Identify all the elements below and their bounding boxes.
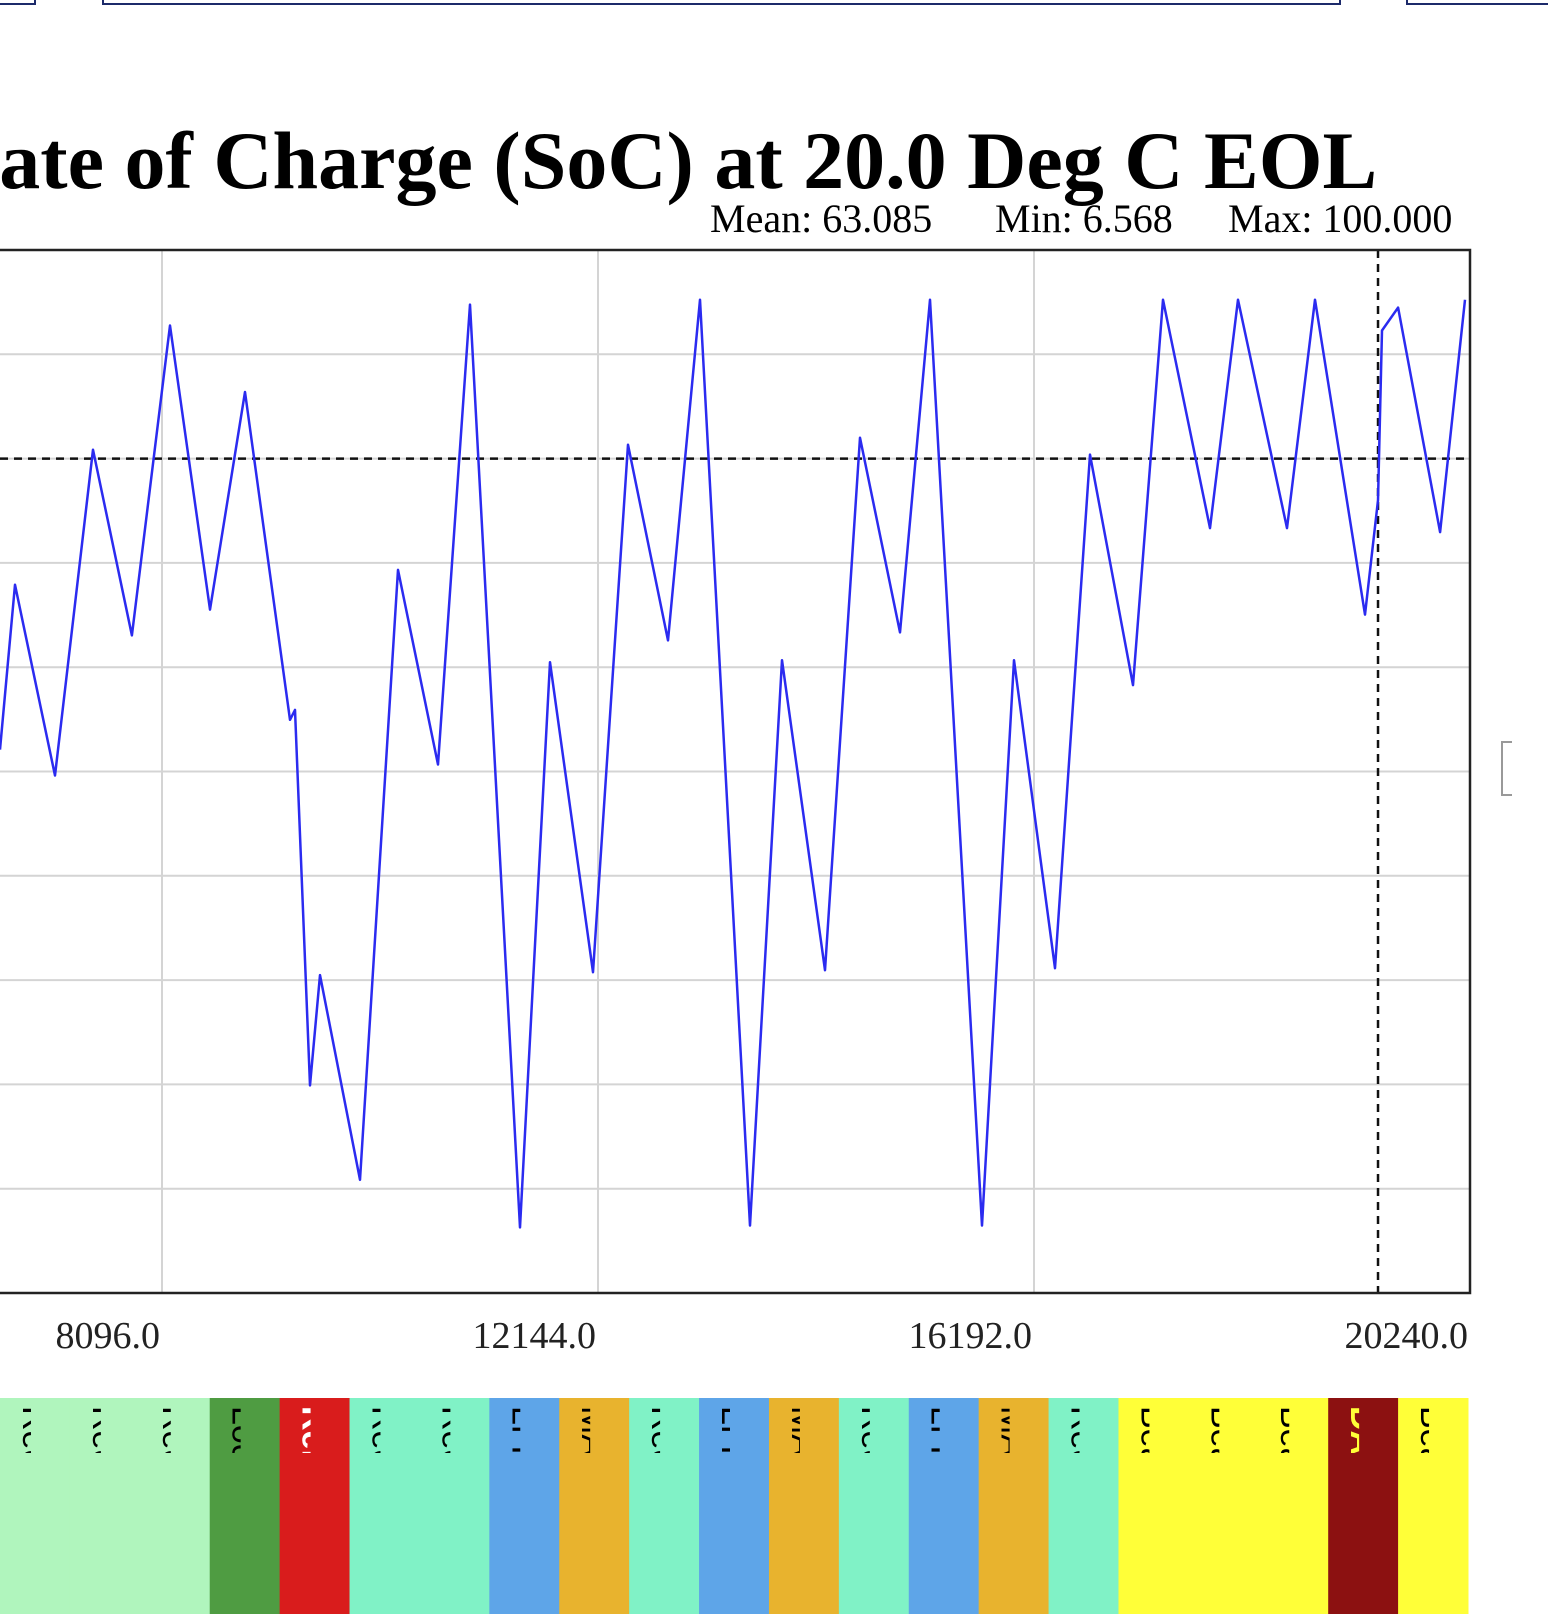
x-tick-label: 8096.0 <box>55 1315 160 1357</box>
mode-label: Relocate <box>295 1406 333 1548</box>
mode-cell <box>1048 1398 1119 1614</box>
mode-cell <box>908 1398 980 1614</box>
mode-label: Recharge <box>854 1406 892 1553</box>
top-box <box>0 0 36 5</box>
mode-label: LFR only <box>504 1406 542 1542</box>
mode-label: MARA,CAM <box>574 1406 612 1589</box>
mode-label: Beacon <box>1413 1406 1451 1521</box>
mode-cell <box>419 1398 490 1614</box>
side-handle <box>1501 741 1512 796</box>
mode-cell <box>1328 1398 1399 1614</box>
mode-cell <box>279 1398 351 1614</box>
mode-cell <box>69 1398 141 1614</box>
annotation: Mean: 63.085 <box>710 196 932 241</box>
x-axis: 8096.0 12144.0 16192.0 20240.0 <box>55 1315 1468 1357</box>
plot-frame <box>0 248 1472 1295</box>
mode-cell <box>489 1398 560 1614</box>
mode-cell <box>1118 1398 1189 1614</box>
mode-cell <box>629 1398 700 1614</box>
mode-label: DART <box>1343 1406 1381 1501</box>
mode-cell <box>0 1398 71 1614</box>
mode-cell <box>1258 1398 1329 1614</box>
mode-cell <box>978 1398 1050 1614</box>
mode-label: Localizatio <box>225 1406 263 1567</box>
mode-label: Recharge <box>15 1406 53 1553</box>
annotation: Max: 100.000 <box>1228 196 1452 241</box>
plot <box>0 250 1470 1293</box>
mode-cell <box>699 1398 770 1614</box>
mode-cell <box>559 1398 630 1614</box>
mode-label: Recharge <box>85 1406 123 1553</box>
mode-cell <box>349 1398 420 1614</box>
mode-label: MARA,CAM <box>784 1406 822 1589</box>
data-line <box>0 298 1467 1229</box>
mode-label: Beacon <box>1133 1406 1171 1521</box>
x-tick-label: 12144.0 <box>472 1315 596 1357</box>
mode-label: Recharge <box>155 1406 193 1553</box>
mode-cell <box>1398 1398 1469 1614</box>
mode-label: Recharge <box>644 1406 682 1553</box>
mode-cell <box>139 1398 211 1614</box>
mode-label: LFR only <box>714 1406 752 1542</box>
annotation: Min: 6.568 <box>995 196 1173 241</box>
mode-label: LFR only <box>924 1406 962 1542</box>
mode-label: Recharge <box>364 1406 402 1553</box>
mode-cell <box>768 1398 840 1614</box>
mode-label: MARA,CAM <box>994 1406 1032 1589</box>
mode-label: Beacon <box>1273 1406 1311 1521</box>
mode-cell <box>209 1398 281 1614</box>
chart-title: tate of Charge (SoC) at 20.0 Deg C EOL <box>0 115 1377 206</box>
mode-label: Beacon <box>1203 1406 1241 1521</box>
mode-cell <box>838 1398 910 1614</box>
mode-strip: Recharge Recharge Recharge Localizatio Reloc… <box>0 1398 1469 1614</box>
x-tick-label: 16192.0 <box>908 1315 1032 1357</box>
mode-cell <box>1188 1398 1259 1614</box>
top-box <box>1406 0 1548 5</box>
grid <box>0 250 1471 1293</box>
x-tick-label: 20240.0 <box>1345 1315 1469 1357</box>
top-box <box>102 0 1341 5</box>
mode-label: Recharge <box>434 1406 472 1553</box>
mode-label: Recharge <box>1064 1406 1102 1553</box>
